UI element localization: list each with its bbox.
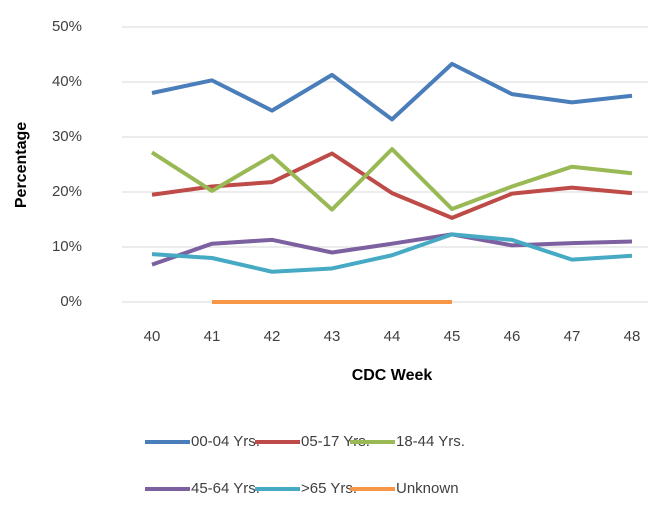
x-axis-title: CDC Week bbox=[352, 367, 433, 384]
y-tick-label: 40% bbox=[52, 73, 82, 90]
x-tick-label: 40 bbox=[144, 328, 161, 345]
legend-label: 00-04 Yrs. bbox=[191, 433, 260, 450]
x-tick-label: 48 bbox=[624, 328, 641, 345]
y-tick-label: 30% bbox=[52, 128, 82, 145]
y-tick-label: 20% bbox=[52, 183, 82, 200]
y-tick-label: 10% bbox=[52, 238, 82, 255]
y-tick-label: 0% bbox=[60, 293, 82, 310]
series-line bbox=[151, 61, 633, 122]
x-tick-label: 47 bbox=[564, 328, 581, 345]
x-tick-label: 43 bbox=[324, 328, 341, 345]
x-tick-label: 46 bbox=[504, 328, 521, 345]
legend-label: 18-44 Yrs. bbox=[396, 433, 465, 450]
x-tick-label: 41 bbox=[204, 328, 221, 345]
x-tick-label: 45 bbox=[444, 328, 461, 345]
series-line bbox=[151, 232, 633, 267]
legend-label: >65 Yrs. bbox=[301, 480, 357, 497]
series-line bbox=[151, 151, 633, 220]
y-axis-title: Percentage bbox=[13, 122, 30, 208]
legend-label: 05-17 Yrs. bbox=[301, 433, 370, 450]
x-tick-label: 42 bbox=[264, 328, 281, 345]
y-tick-label: 50% bbox=[52, 18, 82, 35]
legend-label: Unknown bbox=[396, 480, 459, 497]
series-line bbox=[150, 147, 633, 212]
x-tick-label: 44 bbox=[384, 328, 401, 345]
series-line bbox=[151, 232, 633, 274]
legend-label: 45-64 Yrs. bbox=[191, 480, 260, 497]
